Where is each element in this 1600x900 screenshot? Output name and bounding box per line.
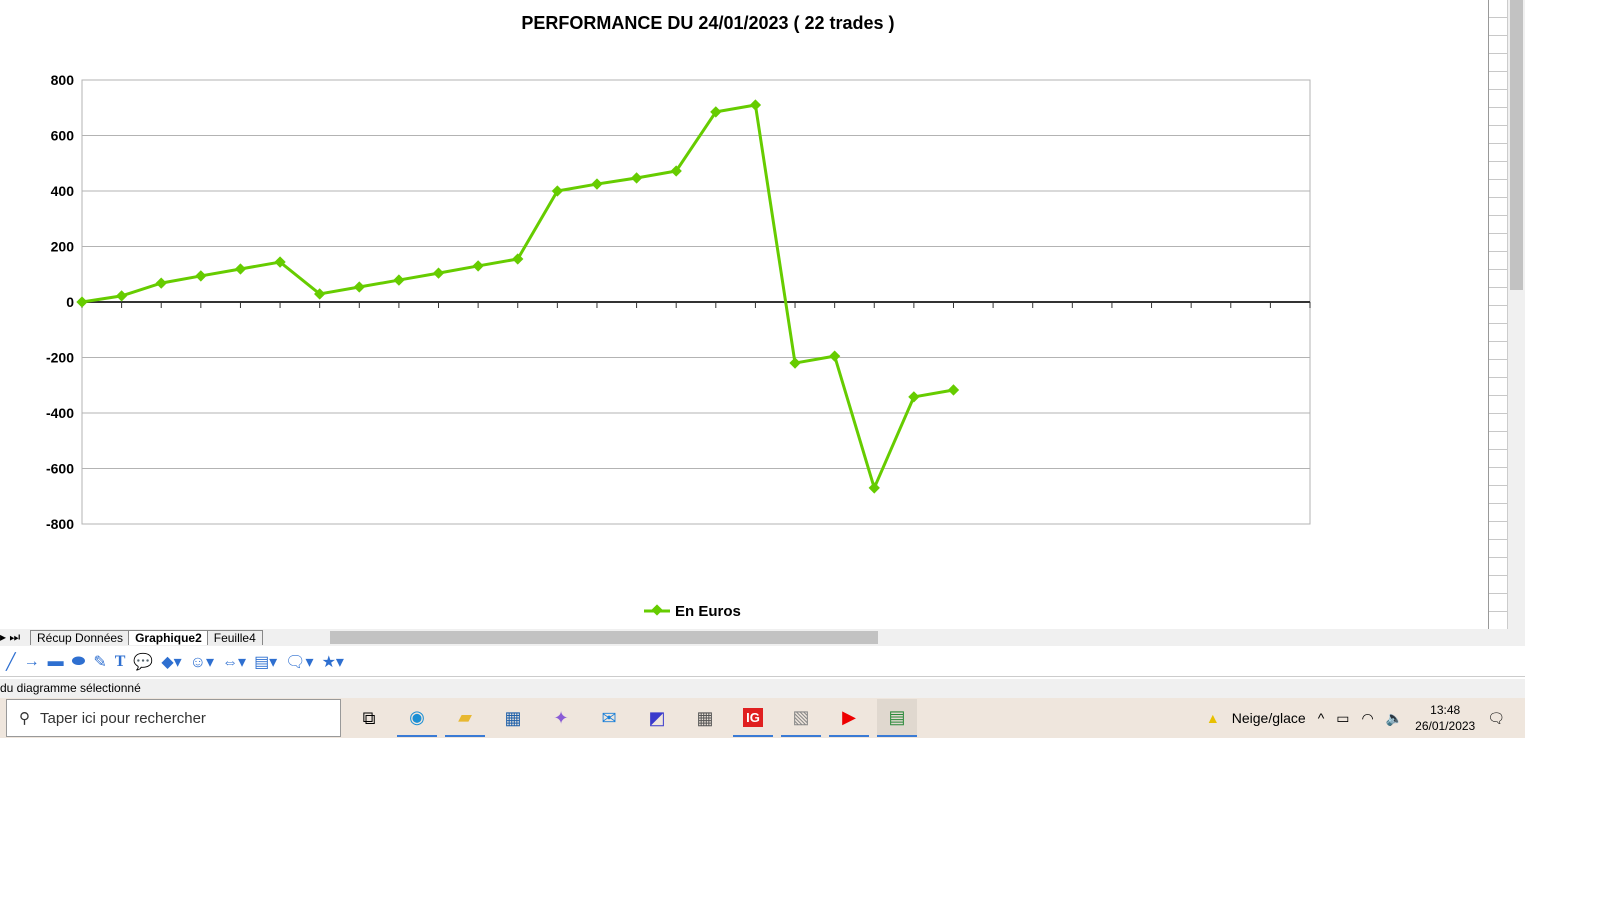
rectangle-icon[interactable]: ▬ [47, 652, 64, 670]
data-point [234, 263, 247, 275]
data-point [76, 296, 88, 308]
task-view-icon[interactable]: ⧉ [362, 707, 376, 728]
data-point [868, 482, 880, 494]
speech-bubble-icon[interactable]: 🗨▾ [285, 653, 314, 671]
data-point [551, 185, 564, 197]
data-point [195, 270, 207, 282]
volume-icon[interactable]: 🔈 [1385, 709, 1404, 726]
data-point [155, 277, 167, 289]
tab-graphique2[interactable]: Graphique2 [128, 630, 209, 645]
y-tick-label: 200 [51, 239, 75, 255]
data-point [115, 290, 128, 302]
weather-text[interactable]: Neige/glace [1231, 710, 1306, 726]
smiley-icon[interactable]: ☺▾ [189, 653, 215, 671]
y-tick-label: -400 [46, 405, 74, 421]
app-m-icon[interactable]: ◩ [648, 707, 666, 728]
data-point [591, 178, 603, 190]
chart-app-icon[interactable]: ▧ [781, 699, 821, 737]
legend-marker [651, 604, 663, 616]
legend: En Euros [644, 603, 741, 620]
flowchart-icon[interactable]: ▤▾ [254, 653, 278, 671]
arrow-icon[interactable]: → [23, 652, 40, 670]
date: 26/01/2023 [1415, 719, 1476, 733]
libreoffice-calc-icon[interactable]: ▤ [877, 699, 917, 737]
data-point [947, 384, 960, 396]
y-tick-label: 800 [51, 72, 75, 88]
data-point [274, 256, 286, 268]
vertical-scroll-thumb[interactable] [1510, 0, 1523, 290]
data-point [630, 172, 643, 184]
weather-icon[interactable]: ▲ [1205, 710, 1220, 726]
status-bar: du diagramme sélectionné [0, 679, 1525, 698]
legend-label: En Euros [675, 603, 741, 620]
data-point [908, 391, 920, 403]
spreadsheet-rows [1488, 0, 1508, 630]
data-point [353, 281, 365, 293]
data-point [393, 274, 405, 286]
data-point [749, 99, 762, 111]
tab-feuille4[interactable]: Feuille4 [206, 630, 263, 645]
diamond-shape-icon[interactable]: ◆▾ [161, 653, 182, 671]
system-tray: ▲ Neige/glace ^ ▭ ◠ 🔈 13:48 26/01/2023 🗨 [1206, 702, 1525, 734]
calculator-icon[interactable]: ▦ [696, 707, 714, 728]
taskbar-search[interactable]: ⚲ Taper ici pour rechercher [6, 699, 341, 737]
y-tick-label: -600 [46, 461, 74, 477]
chart[interactable]: PERFORMANCE DU 24/01/2023 ( 22 trades ) … [0, 0, 1488, 628]
ellipse-icon[interactable]: ⬬ [71, 652, 86, 670]
wifi-icon[interactable]: ◠ [1361, 709, 1374, 726]
line-icon[interactable]: ╱ [6, 653, 16, 671]
clock[interactable]: 13:48 26/01/2023 [1415, 702, 1475, 734]
star-icon[interactable]: ★▾ [321, 653, 344, 671]
youtube-icon[interactable]: ▶ [829, 699, 869, 737]
drawing-toolbar: ╱ → ▬ ⬬ ✎ T 💬 ◆▾ ☺▾ ⇔▾ ▤▾ 🗨▾ ★▾ [0, 647, 1525, 677]
text-icon[interactable]: T [114, 652, 126, 670]
horizontal-scrollbar[interactable] [330, 631, 878, 644]
chevron-up-icon[interactable]: ^ [1317, 710, 1325, 726]
ig-icon[interactable]: IG [733, 699, 773, 737]
callout-icon[interactable]: 💬 [133, 653, 154, 671]
y-tick-label: -800 [46, 516, 74, 532]
time: 13:48 [1430, 703, 1461, 717]
y-tick-label: 0 [66, 294, 74, 310]
data-point [472, 260, 484, 272]
battery-icon[interactable]: ▭ [1336, 709, 1350, 726]
search-placeholder: Taper ici pour rechercher [40, 709, 206, 727]
edge-icon[interactable]: ◉ [397, 699, 437, 737]
y-tick-label: -200 [46, 350, 74, 366]
taskbar: ⚲ Taper ici pour rechercher ⧉ ◉ ▰ ▦ ✦ ✉ … [0, 698, 1525, 738]
series-line [81, 103, 954, 493]
freeform-icon[interactable]: ✎ [93, 653, 107, 671]
double-arrow-icon[interactable]: ⇔▾ [222, 653, 247, 671]
tab-recup-donnees[interactable]: Récup Données [30, 630, 131, 645]
y-tick-label: 400 [51, 183, 75, 199]
notifications-icon[interactable]: 🗨 [1487, 709, 1505, 726]
data-point [432, 267, 445, 279]
copilot-icon[interactable]: ✦ [553, 707, 569, 728]
file-explorer-icon[interactable]: ▰ [445, 699, 485, 737]
data-point [789, 357, 801, 369]
tab-nav-last-icon[interactable]: ▸ ⏭ [0, 630, 21, 644]
data-point [828, 350, 841, 362]
chart-title: PERFORMANCE DU 24/01/2023 ( 22 trades ) [521, 13, 894, 33]
data-point [670, 165, 682, 177]
mail-icon[interactable]: ✉ [601, 707, 617, 728]
data-point [314, 288, 326, 300]
store-icon[interactable]: ▦ [504, 707, 522, 728]
search-icon: ⚲ [19, 710, 30, 727]
y-tick-label: 600 [51, 128, 75, 144]
